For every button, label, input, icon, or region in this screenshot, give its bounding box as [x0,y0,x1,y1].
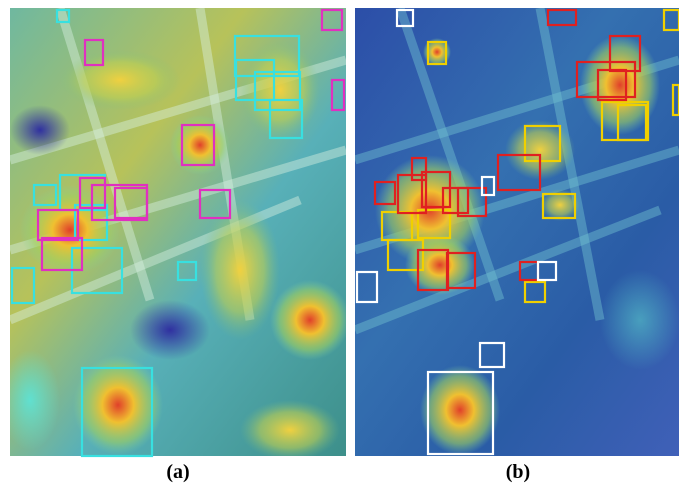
figure: (a) (b) [0,0,679,488]
panel-label: (b) [506,461,530,483]
panel-b-image [355,8,679,456]
panel-label: (a) [166,461,189,483]
